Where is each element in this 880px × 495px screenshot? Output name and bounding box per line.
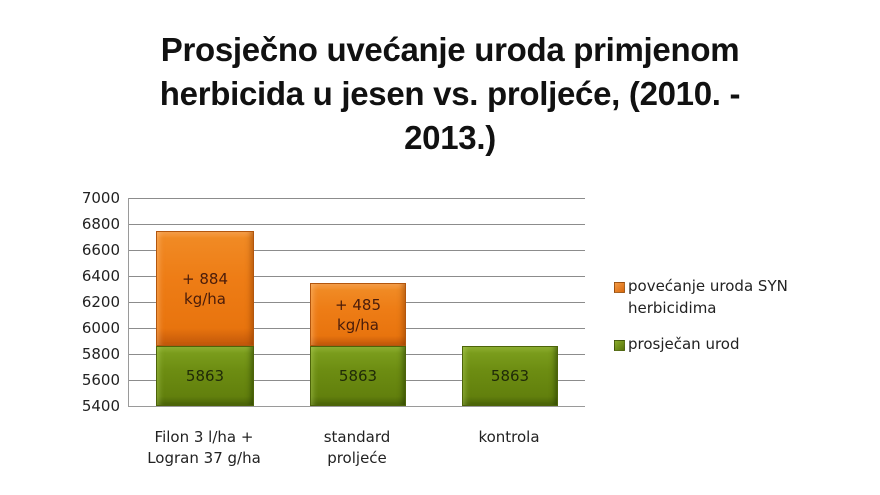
y-tick-6800: 6800 [81, 215, 120, 233]
bar-segment-base[interactable]: 5863 [156, 346, 254, 406]
bar-segment-base[interactable]: 5863 [310, 346, 406, 406]
bar-segment-increase[interactable]: + 884 kg/ha [156, 231, 254, 346]
data-label-increase-value: + 884 [182, 269, 228, 288]
bar-segment-increase[interactable]: + 485 kg/ha [310, 283, 406, 346]
chart-title-line-3: 2013.) [404, 119, 496, 156]
data-label-increase-value: + 485 [335, 295, 381, 314]
data-label-base: 5863 [185, 367, 225, 385]
x-label-filon-logran: Filon 3 l/ha + Logran 37 g/ha [124, 427, 284, 469]
legend-label-line-1: prosječan urod [628, 335, 740, 353]
x-label-line-1: Filon 3 l/ha + [154, 428, 254, 446]
gridline [129, 276, 585, 277]
plot-area: + 884 kg/ha 5863 + 485 kg/ha 5863 5863 [128, 198, 585, 407]
data-label-base: 5863 [490, 367, 530, 385]
legend-swatch-green-icon [614, 340, 625, 351]
y-tick-6400: 6400 [81, 267, 120, 285]
y-tick-5600: 5600 [81, 371, 120, 389]
data-label-base: 5863 [338, 367, 378, 385]
x-label-line-2: proljeće [327, 449, 387, 467]
bar-standard-proljece[interactable]: + 485 kg/ha 5863 [310, 283, 406, 406]
x-label-standard-proljece: standard proljeće [277, 427, 437, 469]
data-label-increase-unit: kg/ha [184, 289, 226, 308]
y-tick-6000: 6000 [81, 319, 120, 337]
y-tick-6600: 6600 [81, 241, 120, 259]
legend-label-line-2: herbicidima [628, 299, 717, 317]
x-label-line-1: standard [323, 428, 391, 446]
chart-title-line-1: Prosječno uvećanje uroda primjenom [160, 31, 740, 68]
legend-swatch-orange-icon [614, 282, 625, 293]
y-tick-6200: 6200 [81, 293, 120, 311]
legend-item-base[interactable]: prosječan urod [614, 333, 854, 355]
bar-kontrola[interactable]: 5863 [462, 346, 558, 406]
x-label-line-1: kontrola [478, 428, 540, 446]
legend: povećanje uroda SYN herbicidima prosječa… [614, 275, 854, 369]
y-tick-5400: 5400 [81, 397, 120, 415]
x-label-line-2: Logran 37 g/ha [147, 449, 261, 467]
x-label-kontrola: kontrola [429, 427, 589, 448]
y-tick-7000: 7000 [81, 189, 120, 207]
chart-title-line-2: herbicida u jesen vs. proljeće, (2010. - [159, 75, 741, 112]
legend-label-line-1: povećanje uroda SYN [628, 277, 788, 295]
gridline [129, 250, 585, 251]
chart-title: Prosječno uvećanje uroda primjenom herbi… [100, 28, 800, 160]
legend-item-increase[interactable]: povećanje uroda SYN herbicidima [614, 275, 854, 319]
gridline [129, 224, 585, 225]
data-label-increase-unit: kg/ha [337, 315, 379, 334]
y-tick-5800: 5800 [81, 345, 120, 363]
bar-filon-logran[interactable]: + 884 kg/ha 5863 [156, 231, 254, 406]
bar-segment-base[interactable]: 5863 [462, 346, 558, 406]
gridline [129, 198, 585, 199]
